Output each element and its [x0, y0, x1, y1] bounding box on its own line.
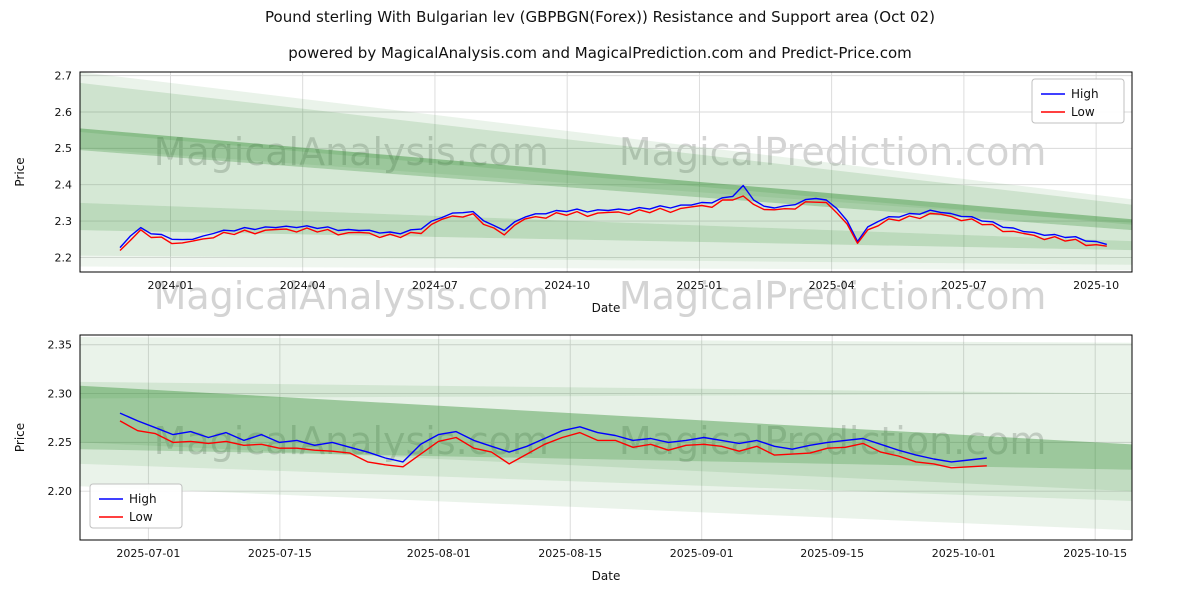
y-tick-label: 2.30	[48, 387, 73, 400]
support-resistance-band	[80, 336, 1132, 399]
axis-spine	[79, 334, 1133, 541]
x-tick-label: 2025-08-15	[538, 547, 602, 560]
x-tick-label: 2025-10	[1073, 279, 1119, 292]
legend-label-low: Low	[1071, 105, 1095, 119]
y-tick-label: 2.25	[48, 436, 73, 449]
legend-label-high: High	[1071, 87, 1099, 101]
y-tick-label: 2.5	[55, 142, 73, 155]
legend-label-low: Low	[129, 510, 153, 524]
axis-spine	[79, 71, 1133, 273]
y-tick-label: 2.3	[55, 215, 73, 228]
legend-label-high: High	[129, 492, 157, 506]
support-resistance-band	[80, 449, 1132, 501]
figure-subtitle: powered by MagicalAnalysis.com and Magic…	[288, 44, 912, 62]
support-resistance-band	[80, 385, 1132, 470]
x-tick-label: 2024-07	[412, 279, 458, 292]
support-resistance-band	[80, 150, 1132, 242]
x-tick-label: 2025-08-01	[407, 547, 471, 560]
x-tick-label: 2025-07-15	[248, 547, 312, 560]
figure-title: Pound sterling With Bulgarian lev (GBPBG…	[265, 8, 935, 26]
x-tick-label: 2025-10-15	[1063, 547, 1127, 560]
support-resistance-band	[80, 381, 1132, 492]
chart-bottom: 2.20 2.25 2.30 2.35 2025-07-01 2025-07-15 2025…	[13, 334, 1133, 583]
x-tick-label: 2025-09-01	[670, 547, 734, 560]
high-line	[119, 412, 987, 463]
x-axis-title: Date	[592, 301, 621, 315]
y-tick-label: 2.20	[48, 485, 73, 498]
support-resistance-band	[80, 82, 1132, 225]
x-tick-label: 2025-07	[941, 279, 987, 292]
x-tick-label: 2025-07-01	[116, 547, 180, 560]
x-tick-label: 2025-04	[809, 279, 855, 292]
x-tick-label: 2024-10	[544, 279, 590, 292]
chart-top: 2.2 2.3 2.4 2.5 2.6 2.7 2024-01 2024-04 2024-07 2…	[13, 69, 1133, 315]
y-tick-label: 2.35	[48, 339, 73, 352]
support-resistance-band	[80, 230, 1132, 265]
y-tick-label: 2.2	[55, 251, 73, 264]
y-tick-label: 2.7	[55, 69, 73, 82]
y-axis-title: Price	[13, 157, 27, 186]
support-resistance-band	[80, 72, 1132, 223]
support-resistance-band	[80, 128, 1132, 231]
x-tick-label: 2024-01	[147, 279, 193, 292]
x-tick-label: 2025-01	[676, 279, 722, 292]
x-tick-label: 2025-10-01	[932, 547, 996, 560]
y-tick-label: 2.6	[55, 106, 73, 119]
x-tick-label: 2024-04	[280, 279, 326, 292]
support-resistance-band	[80, 202, 1132, 251]
x-tick-label: 2025-09-15	[800, 547, 864, 560]
low-line	[119, 195, 1107, 252]
support-resistance-band	[80, 255, 1132, 271]
support-resistance-band	[80, 463, 1132, 531]
x-axis-title: Date	[592, 569, 621, 583]
y-axis-title: Price	[13, 423, 27, 452]
y-tick-label: 2.4	[55, 179, 73, 192]
high-line	[119, 184, 1107, 249]
low-line	[119, 420, 987, 469]
